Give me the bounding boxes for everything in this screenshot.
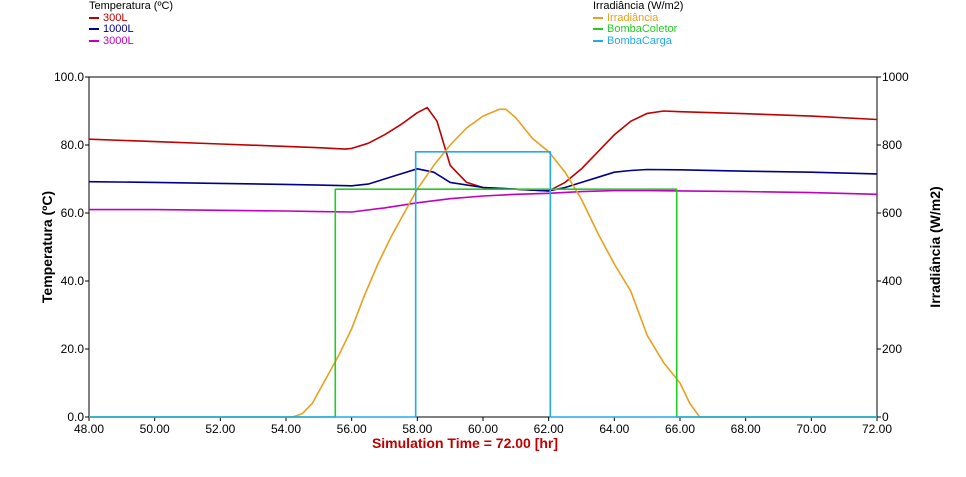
- y-right-tick-label: 200: [882, 342, 902, 356]
- series-line-3000l: [89, 189, 878, 213]
- y-left-tick-label: 40.0: [61, 274, 85, 288]
- y-right-tick-label: 0: [882, 410, 889, 424]
- y-right-tick-label: 1000: [882, 70, 909, 84]
- legend-left-item-3000l: 3000L: [89, 34, 173, 48]
- legend-left-item-1000l: 1000L: [89, 23, 173, 36]
- x-tick-label: 60.00: [468, 422, 498, 436]
- y-right-tick-label: 600: [882, 206, 902, 220]
- legend-label: Irradiância: [607, 11, 659, 24]
- legend-swatch: [89, 16, 99, 19]
- x-tick-label: 50.00: [140, 422, 170, 436]
- x-tick-label: 58.00: [402, 422, 432, 436]
- legend-left-title: Temperatura (ºC): [89, 0, 174, 12]
- x-tick-label: 72.00: [862, 422, 892, 436]
- series-line-bombacoletor: [89, 188, 877, 418]
- x-tick-label: 64.00: [599, 422, 629, 436]
- series-line-300l: [88, 106, 878, 192]
- legend-label: 3000L: [103, 34, 134, 47]
- x-tick-label: 68.00: [731, 422, 761, 436]
- legend-label: BombaCarga: [607, 34, 672, 47]
- legend-left: Temperatura (ºC) 300L 1000L 3000L: [89, 0, 174, 48]
- legend-left-item-300l: 300L: [89, 11, 173, 25]
- legend-swatch: [89, 39, 99, 42]
- y-left-tick-label: 20.0: [61, 342, 85, 356]
- y-left-tick-label: 100.0: [54, 70, 84, 84]
- legend-swatch: [89, 28, 99, 31]
- y-right-tick-label: 800: [882, 138, 902, 152]
- legend-swatch: [593, 16, 603, 19]
- legend-right-title: Irradiância (W/m2): [593, 0, 684, 12]
- x-tick-label: 70.00: [796, 422, 826, 436]
- axes: 48.00 50.00 52.00 54.00 56.00 58.00 60.00 62.00…: [54, 70, 909, 436]
- series-line-1000l: [88, 168, 878, 192]
- y-axis-right-title: Irradiância (W/m2): [927, 186, 943, 307]
- x-tick-label: 56.00: [337, 422, 367, 436]
- legend-right-item-irradiância: Irradiância: [593, 11, 683, 25]
- x-tick-label: 48.00: [74, 422, 104, 436]
- x-tick-label: 62.00: [534, 422, 564, 436]
- legend-label: 1000L: [103, 23, 134, 35]
- legend-right-item-bombacoletor: BombaColetor: [593, 23, 683, 36]
- legend-swatch: [593, 39, 603, 42]
- y-axis-left-title: Temperatura (ºC): [39, 191, 55, 303]
- legend-label: BombaColetor: [607, 23, 678, 35]
- x-tick-label: 52.00: [205, 422, 235, 436]
- legend-right-item-bombacarga: BombaCarga: [593, 34, 683, 48]
- x-tick-label: 54.00: [271, 422, 301, 436]
- series-line-irradiância: [89, 108, 877, 418]
- y-left-tick-label: 60.0: [61, 206, 85, 220]
- series-layer: [88, 106, 878, 418]
- series-line-bombacarga: [89, 151, 877, 418]
- y-right-tick-label: 400: [882, 274, 902, 288]
- y-left-tick-label: 80.0: [61, 138, 85, 152]
- x-tick-label: 66.00: [665, 422, 695, 436]
- x-axis-title: Simulation Time = 72.00 [hr]: [372, 435, 558, 451]
- y-left-tick-label: 0.0: [67, 410, 84, 424]
- plot-frame: [88, 76, 878, 418]
- legend-label: 300L: [103, 11, 128, 24]
- legend-swatch: [593, 28, 603, 31]
- legend-right: Irradiância (W/m2) Irradiância BombaColet…: [593, 0, 684, 48]
